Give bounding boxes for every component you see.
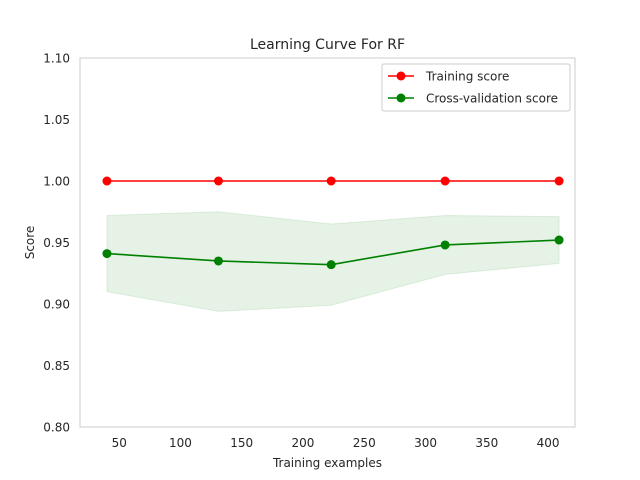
legend-box: [381, 63, 571, 112]
point-series-0-1: [213, 176, 223, 186]
x-tick-label-3: 200: [292, 436, 315, 450]
x-tick-label-6: 350: [475, 436, 498, 450]
point-series-1-3: [440, 240, 450, 250]
y-tick-label-2: 0.90: [43, 298, 70, 312]
point-series-1-4: [554, 235, 564, 245]
y-axis-ticks: 0.80 0.85 0.90 0.95 1.00 1.05 1.10: [43, 52, 70, 435]
x-tick-label-5: 300: [414, 436, 437, 450]
y-tick-label-1: 0.85: [43, 359, 70, 373]
chart-title: Learning Curve For RF: [250, 37, 405, 53]
x-tick-label-0: 50: [112, 436, 127, 450]
legend-marker-0: [396, 71, 406, 81]
x-tick-label-1: 100: [169, 436, 192, 450]
x-axis-label: Training examples: [272, 456, 382, 470]
legend-label-0: Training score: [425, 70, 509, 84]
x-tick-label-7: 400: [537, 436, 560, 450]
legend-marker-1: [396, 93, 406, 103]
point-series-1-0: [102, 249, 112, 259]
y-tick-label-6: 1.10: [43, 52, 70, 66]
y-tick-label-0: 0.80: [43, 421, 70, 435]
y-tick-label-3: 0.95: [43, 236, 70, 250]
point-series-1-2: [326, 260, 336, 270]
point-series-0-3: [440, 176, 450, 186]
y-axis-label: Score: [23, 226, 37, 260]
point-series-0-0: [102, 176, 112, 186]
legend: Training score Cross-validation score: [381, 63, 571, 112]
point-series-1-1: [213, 256, 223, 266]
legend-label-1: Cross-validation score: [426, 92, 558, 106]
y-tick-label-5: 1.05: [43, 113, 70, 127]
y-tick-label-4: 1.00: [43, 175, 70, 189]
x-axis-ticks: 50 100 150 200 250 300 350 400: [112, 436, 560, 450]
x-tick-label-2: 150: [230, 436, 253, 450]
x-tick-label-4: 250: [353, 436, 376, 450]
series-markers: [102, 176, 564, 270]
point-series-0-2: [326, 176, 336, 186]
point-series-0-4: [554, 176, 564, 186]
